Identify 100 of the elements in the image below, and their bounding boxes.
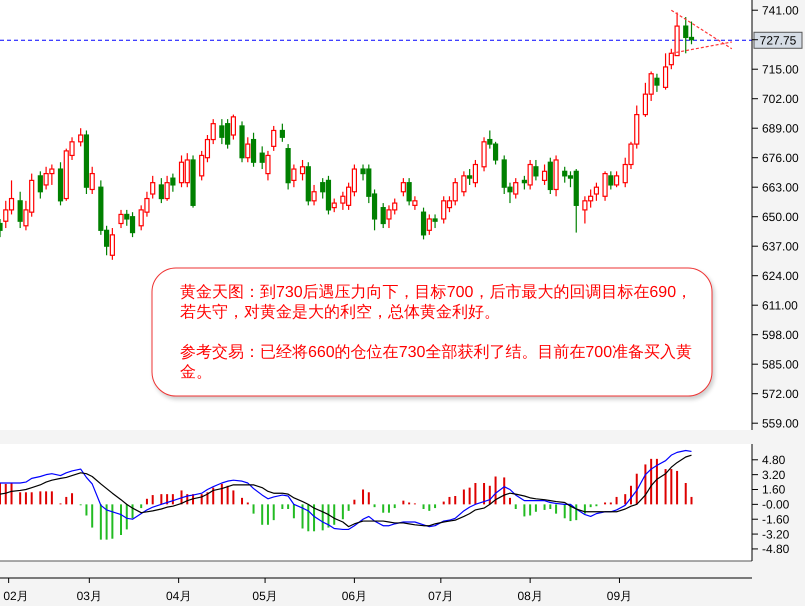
bar	[544, 504, 546, 510]
bar	[241, 498, 244, 504]
candlestick	[380, 202, 386, 229]
candlestick	[594, 182, 600, 202]
candlestick	[400, 178, 406, 197]
bar	[91, 504, 94, 528]
candlestick	[280, 123, 285, 142]
y-tick-label: 676.00	[762, 150, 800, 165]
y-tick-label: -1.60	[762, 512, 790, 526]
candlestick	[602, 170, 608, 202]
bar	[462, 490, 465, 504]
y-tick-label: 3.20	[762, 468, 786, 482]
bar	[468, 488, 471, 504]
candlestick	[38, 170, 43, 200]
candlestick	[420, 207, 426, 240]
bar	[272, 504, 275, 520]
y-tick-label: -3.20	[762, 527, 790, 542]
candlestick	[461, 170, 466, 197]
bar	[252, 504, 255, 514]
bar	[684, 483, 687, 504]
candlestick	[608, 170, 614, 190]
bar	[100, 504, 102, 540]
candlestick	[533, 159, 539, 181]
candlestick	[513, 178, 518, 200]
bar	[348, 504, 350, 511]
y-tick-label: 637.00	[762, 239, 800, 254]
bar	[448, 496, 450, 504]
bar	[374, 504, 376, 508]
bar	[333, 504, 336, 525]
x-tick-label: 04月	[166, 589, 192, 604]
candlestick	[654, 73, 660, 92]
candlestick	[170, 172, 176, 192]
bar	[140, 504, 142, 508]
candlestick	[150, 175, 156, 200]
candlestick	[522, 175, 527, 190]
y-tick-label: 663.00	[762, 180, 800, 194]
bar	[388, 504, 390, 513]
bar	[534, 504, 537, 512]
y-tick-label: 689.00	[762, 121, 800, 136]
candlestick	[18, 191, 23, 229]
bar	[664, 469, 667, 504]
bar	[152, 495, 154, 504]
candlestick	[472, 159, 478, 188]
candlestick	[158, 178, 164, 204]
bar	[30, 492, 33, 504]
bar	[624, 494, 626, 504]
y-tick-label: 715.00	[762, 62, 800, 76]
candlestick	[118, 209, 124, 229]
bar	[50, 491, 53, 504]
bar	[65, 496, 68, 504]
bar	[529, 504, 532, 516]
bar	[353, 500, 356, 504]
bar	[266, 504, 269, 525]
candlestick	[662, 52, 668, 90]
bar	[616, 496, 618, 504]
bar	[650, 458, 652, 504]
bar	[555, 504, 558, 514]
bar	[523, 504, 526, 516]
candlestick	[311, 184, 317, 206]
bar	[590, 504, 592, 508]
candlestick	[230, 114, 236, 140]
x-tick-label: 09月	[606, 589, 632, 604]
bar	[382, 504, 384, 513]
candlestick	[542, 164, 548, 186]
bar	[302, 504, 304, 528]
bar	[362, 490, 364, 504]
candlestick	[260, 146, 265, 170]
bar	[422, 504, 425, 509]
bar	[508, 498, 511, 504]
candlestick	[78, 128, 84, 147]
y-tick-label: 702.00	[762, 92, 800, 106]
bar	[226, 486, 229, 504]
candlestick	[90, 166, 95, 195]
bar	[220, 484, 223, 504]
candlestick	[271, 125, 276, 152]
bar	[307, 504, 310, 532]
bar	[106, 504, 108, 540]
bar	[85, 504, 88, 516]
candlestick	[432, 214, 438, 229]
bar	[71, 493, 74, 504]
ref-line-label: 727.75	[760, 33, 797, 48]
bar	[454, 496, 456, 504]
candlestick	[426, 214, 432, 236]
bar	[434, 504, 436, 508]
y-tick-label: 598.00	[762, 328, 800, 342]
x-tick-label: 06月	[342, 589, 368, 604]
x-tick-label: 07月	[428, 589, 454, 604]
bar	[212, 488, 214, 504]
bar	[10, 483, 13, 504]
bar	[120, 504, 122, 535]
bar	[126, 504, 128, 530]
candlestick	[110, 227, 115, 260]
candlestick	[614, 170, 620, 188]
bar	[690, 496, 692, 504]
bar	[292, 504, 295, 518]
candlestick	[332, 198, 337, 213]
y-tick-label: 585.00	[762, 357, 800, 372]
annotation: 参考交易：已经将660的仓位在730全部获利了结。目前在700准备买入黄金。	[180, 343, 692, 381]
y-tick-label: 4.80	[762, 452, 786, 467]
bar	[483, 483, 486, 504]
